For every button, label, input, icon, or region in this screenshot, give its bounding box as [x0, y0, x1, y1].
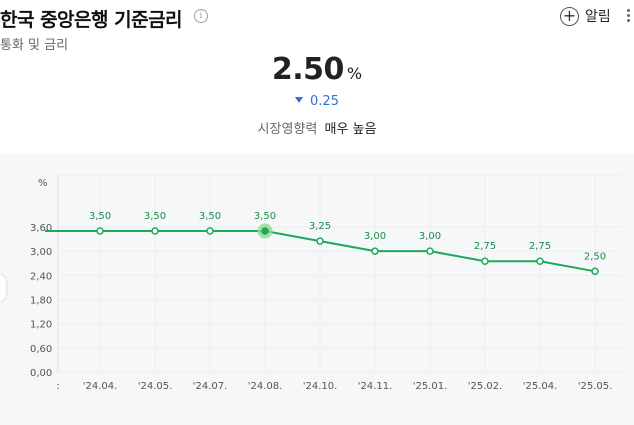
data-point: [426, 247, 434, 255]
chart-panel: [0, 154, 634, 425]
y-tick-label: 1,20: [30, 320, 52, 331]
x-tick-label: '25.01.: [413, 381, 448, 392]
data-label: 2,50: [584, 251, 606, 262]
data-label: 2,75: [474, 241, 496, 252]
y-tick-label: 3,00: [30, 247, 52, 258]
y-axis-unit: %: [38, 178, 48, 189]
market-impact: 시장영향력 매우 높음: [0, 118, 634, 137]
rate-unit: %: [346, 64, 363, 83]
data-point: [371, 247, 379, 255]
y-tick-label: 0,00: [30, 368, 52, 379]
alarm-label: 알림: [585, 9, 611, 25]
x-tick-label: '24.10.: [303, 381, 338, 392]
data-point: [151, 227, 159, 235]
x-tick-label: '24.11.: [358, 381, 393, 392]
more-options-icon[interactable]: [627, 9, 631, 22]
data-label: 2,75: [529, 241, 551, 252]
data-label: 3,50: [144, 211, 166, 222]
scroll-left-handle[interactable]: [0, 274, 6, 302]
data-label: 3,00: [419, 231, 441, 242]
data-point: [481, 257, 489, 265]
impact-label: 시장영향력: [257, 122, 318, 137]
x-tick-label: '25.05.: [578, 381, 613, 392]
down-arrow-icon: [295, 97, 304, 103]
y-tick-label: 3,60: [30, 223, 52, 234]
rate-change-value: 0.25: [310, 94, 339, 109]
x-tick-label: '24.07.: [193, 381, 228, 392]
rate-value: 2.50: [271, 52, 345, 87]
x-tick-label: '25.04.: [523, 381, 558, 392]
y-tick-label: 2,40: [30, 271, 52, 282]
impact-level: 매우 높음: [324, 122, 377, 137]
x-tick-label: '25.02.: [468, 381, 503, 392]
rate-display: 2.50%: [0, 52, 634, 87]
data-point: [316, 237, 324, 245]
alarm-button[interactable]: + 알림: [560, 6, 611, 26]
data-point: [261, 227, 269, 235]
data-label: 3,00: [364, 231, 386, 242]
data-label: 3,50: [89, 211, 111, 222]
x-tick-label: '24.05.: [138, 381, 173, 392]
info-icon[interactable]: i: [194, 9, 208, 23]
data-label: 3,50: [199, 211, 221, 222]
category-subtitle: 통화 및 금리: [0, 38, 69, 53]
data-label: 3,50: [254, 211, 276, 222]
x-tick-label: :: [56, 381, 59, 392]
y-tick-label: 1,80: [30, 296, 52, 307]
data-point: [96, 227, 104, 235]
data-point: [536, 257, 544, 265]
data-label: 3,25: [309, 221, 331, 232]
page-title: 한국 중앙은행 기준금리: [0, 9, 183, 31]
x-tick-label: '24.04.: [83, 381, 118, 392]
plus-icon: +: [560, 6, 579, 26]
data-point: [591, 267, 599, 276]
data-point: [206, 227, 214, 235]
rate-change: 0.25: [0, 94, 634, 109]
y-tick-label: 0,60: [30, 344, 52, 355]
x-tick-label: '24.08.: [248, 381, 283, 392]
